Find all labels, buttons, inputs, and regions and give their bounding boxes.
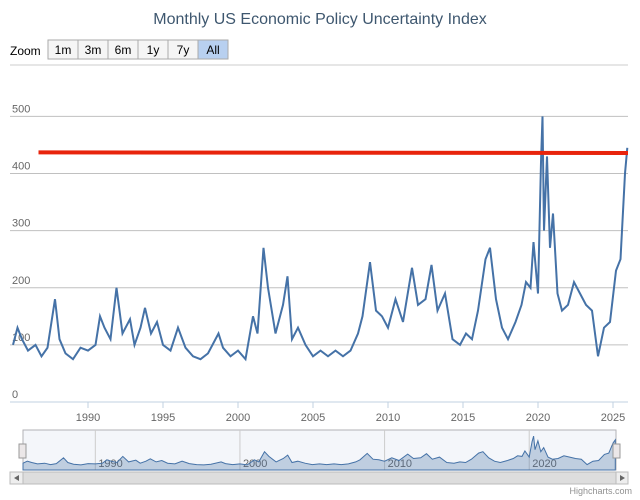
range-button-label[interactable]: 7y <box>177 43 190 57</box>
y-tick-label: 200 <box>12 275 30 287</box>
navigator-tick-label: 2010 <box>388 458 412 470</box>
reference-line <box>38 150 629 155</box>
navigator-tick-label: 2020 <box>532 458 556 470</box>
range-button-label[interactable]: 3m <box>85 43 102 57</box>
x-tick-label: 1995 <box>151 412 175 424</box>
scrollbar-thumb[interactable] <box>22 471 617 485</box>
navigator-tick-label: 1990 <box>98 458 122 470</box>
zoom-label: Zoom <box>10 44 41 58</box>
scrollbar[interactable] <box>9 443 629 485</box>
navigator-tick-label: 2000 <box>243 458 267 470</box>
x-tick-label: 2015 <box>451 412 475 424</box>
range-button-label[interactable]: 1m <box>55 43 72 57</box>
x-tick-label: 2000 <box>226 412 250 424</box>
y-tick-label: 0 <box>12 389 18 401</box>
navigator-frame <box>22 429 617 471</box>
scroll-right[interactable] <box>620 475 625 481</box>
y-tick-label: 300 <box>12 218 30 230</box>
range-button-label[interactable]: 6m <box>115 43 132 57</box>
scroll-left[interactable] <box>14 475 19 481</box>
x-tick-label: 2020 <box>526 412 550 424</box>
credits[interactable]: Highcharts.com <box>569 486 632 496</box>
handle-left[interactable] <box>18 443 27 459</box>
x-tick-label: 2010 <box>376 412 400 424</box>
plot <box>12 116 629 362</box>
navigator: 1990 2000 2010 2020 <box>22 429 617 471</box>
x-tick-label: 2005 <box>301 412 325 424</box>
range-button-label[interactable]: 1y <box>147 43 160 57</box>
x-tick-label: 2025 <box>601 412 625 424</box>
series-line <box>12 116 629 362</box>
x-tick-label: 1990 <box>76 412 100 424</box>
range-button-label[interactable]: All <box>206 43 219 57</box>
y-tick-label: 400 <box>12 161 30 173</box>
range-button[interactable] <box>197 39 229 60</box>
handle-right[interactable] <box>612 443 621 459</box>
range-buttons: 1m 3m 6m 1y 7y All <box>47 39 229 60</box>
chart-title: Monthly US Economic Policy Uncertainty I… <box>153 11 486 28</box>
navigator-area <box>22 435 616 471</box>
y-tick-label: 500 <box>12 103 30 115</box>
